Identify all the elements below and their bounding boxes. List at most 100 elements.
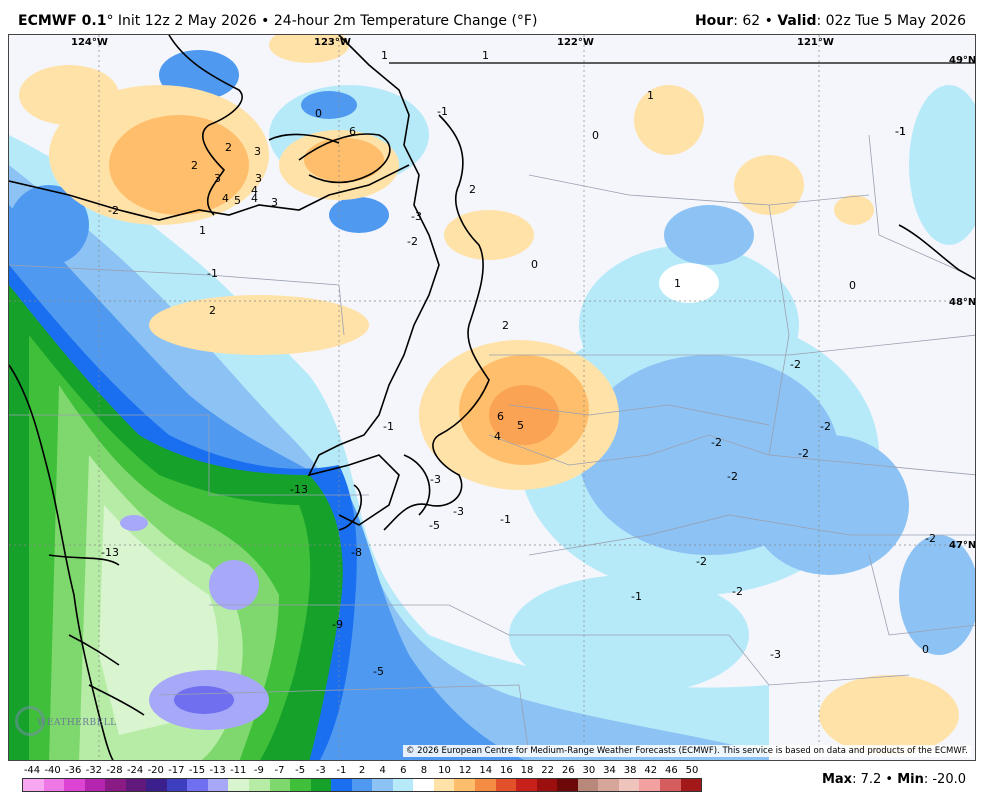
value-label: 3: [214, 172, 221, 185]
value-label: 5: [234, 194, 241, 207]
color-scale-label: -28: [106, 765, 123, 776]
color-swatch: [413, 779, 434, 791]
value-label: -5: [373, 665, 384, 678]
value-label: 0: [315, 107, 322, 120]
color-swatch: [187, 779, 208, 791]
value-label: -2: [925, 532, 936, 545]
color-swatch: [290, 779, 311, 791]
color-swatch: [536, 779, 558, 791]
color-swatch: [84, 779, 106, 791]
value-label: 1: [199, 224, 206, 237]
color-scale-label: 2: [358, 765, 366, 776]
color-scale-swatches: [22, 778, 702, 792]
value-label: 2: [225, 141, 232, 154]
value-label: -5: [429, 519, 440, 532]
value-label: 0: [531, 258, 538, 271]
color-swatch: [166, 779, 188, 791]
value-label: -2: [798, 447, 809, 460]
lat-label-49: 49°N: [949, 55, 976, 66]
value-label: -1: [207, 267, 218, 280]
color-scale-label: 38: [623, 765, 637, 776]
lon-label-123: 123°W: [314, 37, 351, 48]
value-label: -1: [500, 513, 511, 526]
value-label: -1: [895, 125, 906, 138]
value-label: 1: [482, 49, 489, 62]
color-swatch: [331, 779, 352, 791]
color-scale-label: 10: [438, 765, 451, 776]
color-swatch: [351, 779, 373, 791]
color-swatch: [43, 779, 65, 791]
value-label: 3: [255, 172, 262, 185]
value-label: -13: [290, 483, 308, 496]
color-swatch: [207, 779, 229, 791]
value-label: -13: [101, 546, 119, 559]
max-min-readout: Max: 7.2 • Min: -20.0: [821, 772, 966, 787]
ecmwf-credit: © 2026 European Centre for Medium-Range …: [402, 745, 971, 757]
value-label: 4: [251, 184, 258, 197]
color-swatch: [23, 779, 44, 791]
lon-label-124: 124°W: [71, 37, 108, 48]
color-swatch: [228, 779, 250, 791]
value-label: 3: [271, 196, 278, 209]
color-swatch: [433, 779, 455, 791]
value-label: -9: [332, 618, 343, 631]
temperature-change-map[interactable]: 124°W 123°W 122°W 121°W 49°N 48°N 47°N 1…: [8, 34, 976, 761]
color-scale-label: -15: [188, 765, 206, 776]
value-label: -8: [351, 546, 362, 559]
value-label: -2: [820, 420, 831, 433]
value-label: 2: [191, 159, 198, 172]
color-scale-label: -24: [126, 765, 144, 776]
color-scale-legend: -44 -40 -36 -32 -28 -24 -20 -17 -15 -13 -11 -9 -7 -5-…: [22, 765, 702, 793]
value-label: -3: [411, 210, 422, 223]
value-label: 4: [494, 430, 501, 443]
color-scale-label: 42: [644, 765, 658, 776]
map-canvas: 124°W 123°W 122°W 121°W 49°N 48°N 47°N 1…: [9, 35, 976, 760]
value-label: -3: [453, 505, 464, 518]
value-label: 1: [647, 89, 654, 102]
color-swatch: [557, 779, 578, 791]
color-swatch: [659, 779, 681, 791]
color-swatch: [372, 779, 393, 791]
value-label: 0: [922, 643, 929, 656]
map-title: ECMWF 0.1° Init 12z 2 May 2026 • 24-hour…: [18, 13, 538, 29]
value-label: 2: [209, 304, 216, 317]
value-label: -2: [407, 235, 418, 248]
color-scale-label: 4: [379, 765, 386, 776]
value-label: 4: [251, 192, 258, 205]
color-scale-label: -3: [315, 765, 326, 776]
color-scale-label: -40: [44, 765, 61, 776]
value-label: -3: [770, 648, 781, 661]
value-label: 0: [849, 279, 856, 292]
color-scale-label: -36: [65, 765, 82, 776]
value-label: 3: [254, 145, 261, 158]
value-label: -2: [108, 204, 119, 217]
value-label: 6: [497, 410, 504, 423]
color-scale-label: 12: [458, 765, 472, 776]
value-label: -1: [631, 590, 642, 603]
color-scale-label: 8: [420, 765, 428, 776]
lon-label-121: 121°W: [797, 37, 834, 48]
color-swatch: [146, 779, 167, 791]
color-scale-label: -5: [295, 765, 306, 776]
value-label: -1: [437, 105, 448, 118]
value-label: 0: [592, 129, 599, 142]
color-swatch: [495, 779, 517, 791]
value-label: -2: [696, 555, 707, 568]
header: ECMWF 0.1° Init 12z 2 May 2026 • 24-hour…: [0, 0, 984, 34]
value-label: 6: [349, 125, 356, 138]
value-label: 1: [381, 49, 388, 62]
color-swatch: [475, 779, 496, 791]
color-scale-label: 16: [500, 765, 513, 776]
color-swatch: [618, 779, 640, 791]
color-swatch: [454, 779, 476, 791]
color-scale-labels: -44 -40 -36 -32 -28 -24 -20 -17 -15 -13 -11 -9 -7 -5-…: [22, 765, 702, 778]
value-label: 2: [502, 319, 509, 332]
color-scale-label: 14: [479, 765, 493, 776]
value-label: -2: [790, 358, 801, 371]
color-swatch: [310, 779, 332, 791]
color-scale-label: -13: [209, 765, 226, 776]
color-scale-label: -20: [147, 765, 164, 776]
value-label: -3: [430, 473, 441, 486]
color-swatch: [105, 779, 126, 791]
